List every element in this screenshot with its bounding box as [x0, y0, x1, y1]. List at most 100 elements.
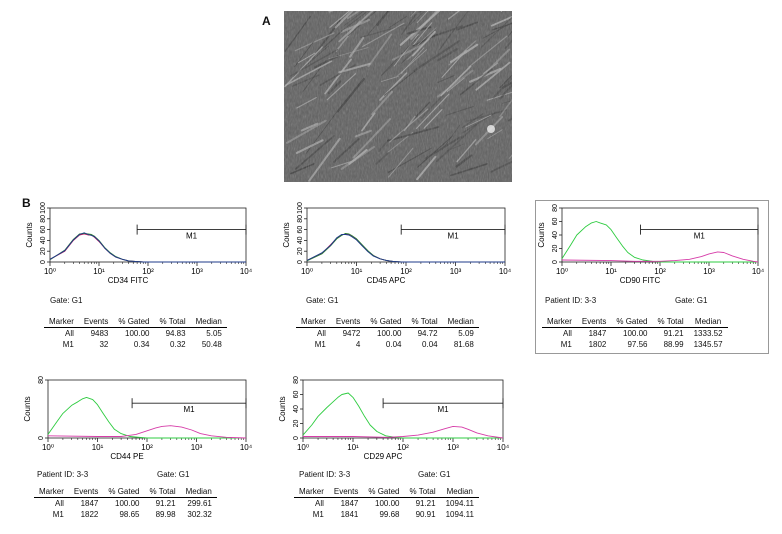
cd45-ylabel: Counts — [282, 222, 291, 247]
table-row: All 1847 100.00 91.21 299.61 — [34, 498, 217, 510]
table-cell: 1802 — [588, 340, 607, 349]
table-header: % Gated — [616, 317, 648, 326]
cd29-xtick-label: 10⁴ — [497, 443, 510, 452]
table-cell: 97.56 — [627, 340, 648, 349]
table-header: Marker — [299, 487, 324, 496]
table-header: % Total — [409, 487, 436, 496]
table-cell: 1841 — [340, 510, 359, 519]
table-cell: 0.32 — [170, 340, 186, 349]
table-cell: 1094.11 — [445, 499, 474, 508]
histogram-cd34: 0 20 40 60 80 100 10⁰ 10¹ 10² 10³ 10⁴ Counts CD34 FI… — [24, 200, 254, 290]
cd34-ytick-label: 60 — [40, 226, 47, 234]
cd34-ytick-label: 20 — [40, 247, 47, 255]
cd45-gate-label: M1 — [448, 232, 460, 241]
cd44-xtick-label: 10⁴ — [240, 443, 253, 452]
cd90-xlabel: CD90 FITC — [620, 276, 661, 285]
table-cell: 89.98 — [155, 510, 176, 519]
table-cell: 100.00 — [375, 499, 400, 508]
cd29-xtick-label: 10² — [397, 443, 409, 452]
cd29-ytick-label: 40 — [293, 405, 300, 413]
table-cell: M1 — [560, 340, 572, 349]
cd90-ytick-label: 20 — [552, 245, 559, 253]
table-cell: 100.00 — [377, 329, 402, 338]
table-row: M1 1802 97.56 88.99 1345.57 — [542, 339, 728, 350]
cd34-xtick-label: 10³ — [191, 267, 203, 276]
cd44-xtick-label: 10³ — [191, 443, 203, 452]
cd44-chart-svg: 0 80 10⁰ 10¹ 10² 10³ 10⁴ Counts CD44 PE M1 — [23, 376, 253, 461]
cd45-ytick-label: 100 — [297, 202, 304, 214]
table-header: Marker — [547, 317, 572, 326]
table-row: All 9472 100.00 94.72 5.09 — [296, 328, 479, 340]
table-header: Events — [335, 317, 361, 326]
panel-b-label: B — [22, 196, 31, 210]
stats-table-cd44: Marker Events % Gated % Total Median All 1847 1… — [34, 486, 217, 520]
table-header: Median — [446, 487, 473, 496]
table-header: % Gated — [368, 487, 400, 496]
cd34-gate-label: M1 — [186, 232, 198, 241]
cd44-xtick-label: 10¹ — [92, 443, 104, 452]
table-header: % Gated — [370, 317, 402, 326]
cd29-chart-svg: 0 20 40 60 80 10⁰ 10¹ 10² 10³ 10⁴ Counts CD29 APC M1 — [278, 376, 510, 461]
table-header: Events — [333, 487, 359, 496]
table-cell: 0.34 — [133, 340, 150, 349]
cd90-series-0 — [561, 221, 758, 263]
cd29-xtick-label: 10¹ — [347, 443, 359, 452]
cd34-series-0 — [49, 233, 246, 263]
cd44-plot-frame — [47, 379, 247, 439]
cd34-xlabel: CD34 FITC — [108, 276, 149, 285]
table-header: % Gated — [108, 487, 140, 496]
table-cell: All — [55, 499, 64, 508]
stats-table-cd90: Marker Events % Gated % Total Median All 1847 1… — [542, 316, 728, 350]
table-cell: 88.99 — [663, 340, 684, 349]
cd34-gate-text: Gate: G1 — [50, 296, 83, 305]
table-header: Median — [694, 317, 722, 326]
table-cell: M1 — [52, 510, 64, 519]
table-cell: 9472 — [342, 329, 361, 338]
table-cell: All — [65, 329, 74, 338]
cd90-xtick-label: 10¹ — [605, 267, 617, 276]
cd45-xtick-label: 10⁴ — [499, 267, 512, 276]
table-cell: 100.00 — [125, 329, 150, 338]
cd44-ytick-label: 80 — [38, 376, 45, 384]
cd34-xtick-label: 10⁰ — [44, 267, 56, 276]
cd29-ytick-label: 0 — [293, 436, 300, 440]
cd44-xtick-label: 10⁰ — [42, 443, 54, 452]
cd90-gate-label: M1 — [694, 232, 706, 241]
cd90-xtick-label: 10⁰ — [556, 267, 568, 276]
table-cell: 5.09 — [458, 329, 474, 338]
cd44-gate-label: M1 — [183, 405, 195, 414]
table-cell: 1345.57 — [693, 340, 723, 349]
cd90-ytick-label: 60 — [552, 218, 559, 226]
cd34-ytick-label: 40 — [40, 236, 47, 244]
table-header: Events — [581, 317, 607, 326]
table-header: Marker — [49, 317, 74, 326]
stats-table-cd29: Marker Events % Gated % Total Median All 1847 1… — [294, 486, 479, 520]
cd29-xtick-label: 10³ — [447, 443, 459, 452]
cd29-ylabel: Counts — [278, 396, 287, 421]
table-header: % Gated — [118, 317, 150, 326]
cd45-gate-text: Gate: G1 — [306, 296, 339, 305]
table-header: Events — [83, 317, 109, 326]
cd44-series-1 — [47, 425, 247, 439]
table-cell: 81.68 — [453, 340, 474, 349]
table-cell: 99.68 — [379, 510, 400, 519]
cd29-gate-label: M1 — [437, 405, 449, 414]
cd34-xtick-label: 10² — [142, 267, 154, 276]
cd90-ytick-label: 0 — [552, 260, 559, 264]
cd90-panel-box — [535, 200, 769, 354]
table-cell: 100.00 — [623, 329, 648, 338]
histogram-cd90: 0 20 40 60 80 10⁰ 10¹ 10² 10³ 10⁴ Counts CD90 FITC M… — [536, 200, 766, 290]
table-cell: 98.65 — [119, 510, 140, 519]
table-row: M1 4 0.04 0.04 81.68 — [296, 339, 479, 350]
cd90-xtick-label: 10² — [654, 267, 666, 276]
panel-a-label: A — [262, 14, 271, 28]
cd44-ytick-label: 0 — [38, 436, 45, 440]
cd45-ytick-label: 0 — [297, 260, 304, 264]
cd45-plot-frame — [306, 207, 506, 263]
cd29-plot-frame — [302, 379, 504, 439]
histogram-cd29: 0 20 40 60 80 10⁰ 10¹ 10² 10³ 10⁴ Counts CD29 APC M1 — [277, 372, 511, 466]
cd45-xtick-label: 10³ — [450, 267, 462, 276]
cd45-ytick-label: 60 — [297, 226, 304, 234]
cd90-ytick-label: 80 — [552, 204, 559, 212]
